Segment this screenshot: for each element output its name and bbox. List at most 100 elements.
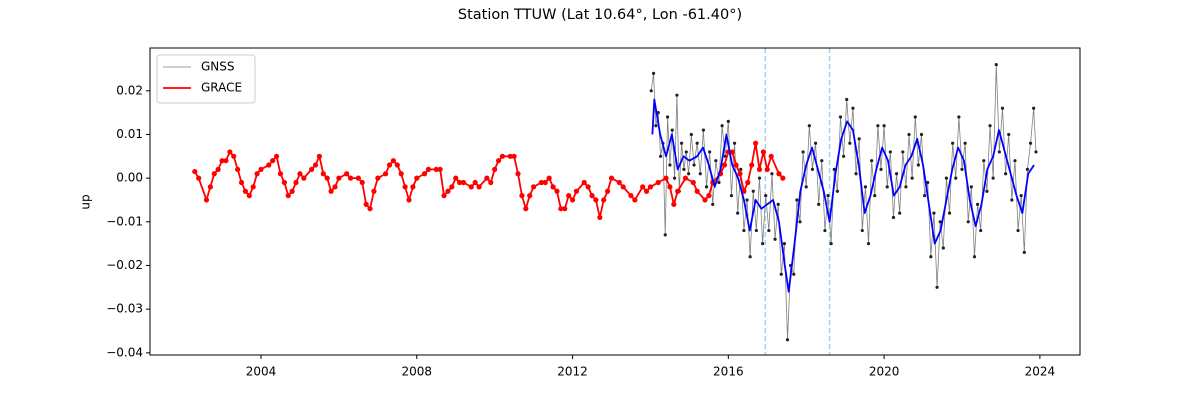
data-point xyxy=(211,171,217,177)
data-point xyxy=(297,171,303,177)
data-point xyxy=(690,179,696,186)
data-point xyxy=(301,175,307,181)
data-point xyxy=(954,176,958,180)
data-point xyxy=(682,175,689,181)
data-point xyxy=(671,201,677,207)
data-point xyxy=(754,228,758,233)
data-point xyxy=(764,194,768,198)
legend-label: GRACE xyxy=(201,81,242,95)
data-point xyxy=(832,167,836,172)
data-point xyxy=(779,272,783,276)
y-tick-label: 0.00 xyxy=(116,171,143,185)
data-point xyxy=(1013,159,1017,163)
data-point xyxy=(764,166,770,173)
data-point xyxy=(519,193,525,199)
data-point xyxy=(515,171,521,177)
data-point xyxy=(726,119,730,123)
data-point xyxy=(720,124,724,128)
data-point xyxy=(328,188,334,194)
data-point xyxy=(873,194,877,198)
data-point xyxy=(675,93,679,97)
data-point xyxy=(546,175,552,181)
data-point xyxy=(835,189,839,193)
data-point xyxy=(437,166,443,173)
data-point xyxy=(663,233,667,237)
data-point xyxy=(785,338,790,342)
data-point xyxy=(651,71,656,75)
data-point xyxy=(273,153,280,159)
x-tick-label: 2020 xyxy=(869,365,900,379)
data-point xyxy=(1004,172,1008,176)
data-point xyxy=(760,149,766,155)
data-point xyxy=(1000,106,1005,110)
data-point xyxy=(904,185,908,189)
data-point xyxy=(817,202,821,206)
data-point xyxy=(1025,167,1030,172)
data-point xyxy=(246,193,252,199)
data-point xyxy=(523,206,529,212)
data-point xyxy=(665,115,670,119)
legend: GNSS GRACE xyxy=(156,54,256,104)
data-point xyxy=(969,185,973,189)
data-point xyxy=(857,137,861,141)
data-point xyxy=(449,184,455,190)
data-point xyxy=(807,124,811,128)
data-point xyxy=(826,194,830,198)
data-point xyxy=(445,188,451,194)
data-point xyxy=(801,150,805,154)
data-point xyxy=(756,166,763,173)
data-point xyxy=(554,188,560,194)
data-point xyxy=(476,184,482,190)
data-point xyxy=(597,214,603,221)
data-point xyxy=(441,193,447,199)
data-point xyxy=(975,202,980,206)
y-axis-label: up xyxy=(79,194,93,209)
data-point xyxy=(767,228,771,233)
data-point xyxy=(694,188,700,194)
data-point xyxy=(854,172,858,176)
data-point xyxy=(215,166,221,173)
data-point xyxy=(569,197,576,203)
data-point xyxy=(714,159,718,163)
data-point xyxy=(941,246,945,250)
data-point xyxy=(499,153,506,159)
data-point xyxy=(649,89,653,93)
plot-frame xyxy=(149,47,1081,356)
data-point xyxy=(573,188,580,194)
data-point xyxy=(689,132,693,137)
data-point xyxy=(207,184,213,190)
x-tick-label: 2016 xyxy=(713,365,744,379)
data-point xyxy=(736,211,740,215)
data-point xyxy=(721,162,728,168)
data-point xyxy=(979,228,983,233)
data-point xyxy=(798,220,802,224)
data-point xyxy=(751,189,755,193)
data-point xyxy=(845,97,849,102)
data-point xyxy=(898,211,902,215)
data-point xyxy=(698,172,702,176)
data-point xyxy=(776,171,782,177)
data-point xyxy=(695,141,699,145)
data-point xyxy=(363,201,369,207)
data-point xyxy=(672,176,677,180)
data-point xyxy=(885,185,889,189)
data-point xyxy=(527,193,533,199)
data-point xyxy=(658,154,663,158)
data-point xyxy=(196,175,202,181)
data-point xyxy=(752,140,759,146)
legend-label: GNSS xyxy=(201,60,235,74)
data-point xyxy=(972,255,977,259)
data-point xyxy=(643,188,650,194)
data-point xyxy=(655,179,661,186)
data-point xyxy=(277,171,284,177)
data-point xyxy=(562,206,568,212)
data-point xyxy=(538,179,544,186)
data-point xyxy=(1022,250,1026,254)
data-point xyxy=(203,197,210,203)
y-tick-label: 0.01 xyxy=(116,127,143,141)
data-point xyxy=(932,211,936,215)
data-point xyxy=(795,198,799,202)
data-point xyxy=(687,172,691,176)
data-point xyxy=(433,166,439,173)
